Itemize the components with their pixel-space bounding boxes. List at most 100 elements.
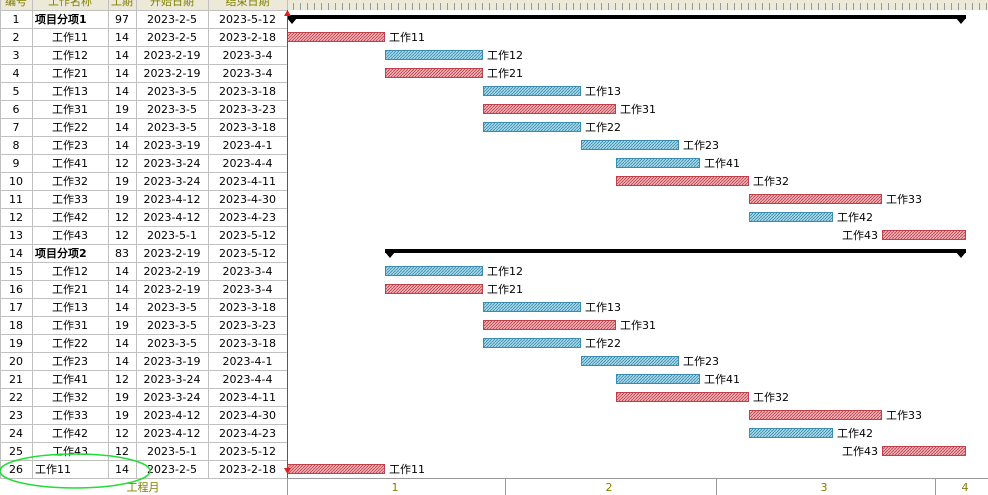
cell: 14	[115, 337, 129, 350]
task-bar	[385, 284, 483, 294]
cell: 14	[115, 301, 129, 314]
cell: 2023-2-18	[219, 31, 276, 44]
summary-bar	[385, 249, 966, 253]
cell: 2023-5-1	[147, 229, 197, 242]
cell: 19	[115, 175, 129, 188]
task-bar	[483, 338, 581, 348]
cell: 12	[115, 229, 129, 242]
cell: 2023-4-23	[219, 427, 276, 440]
task-bar	[749, 212, 833, 222]
cell: 2023-3-24	[144, 175, 201, 188]
task-label: 工作33	[886, 409, 922, 422]
cell: 2023-4-11	[219, 175, 276, 188]
cell: 2023-3-4	[223, 67, 273, 80]
cell: 14	[115, 283, 129, 296]
task-label: 工作32	[753, 391, 789, 404]
cell: 工作41	[52, 373, 88, 386]
cell: 19	[115, 409, 129, 422]
cell: 2023-3-5	[147, 301, 197, 314]
cell: 3	[13, 49, 20, 62]
task-label: 工作41	[704, 157, 740, 170]
task-bar	[483, 104, 616, 114]
task-bar	[385, 266, 483, 276]
cell: 83	[115, 247, 129, 260]
column-header: 编号	[5, 0, 27, 8]
column-header: 工期	[111, 0, 133, 8]
task-bar	[385, 50, 483, 60]
column-header: 开始日期	[150, 0, 194, 8]
cell: 19	[115, 103, 129, 116]
today-marker-top	[284, 10, 291, 16]
cell: 2023-3-18	[219, 85, 276, 98]
cell: 工作33	[52, 193, 88, 206]
cell: 10	[9, 175, 23, 188]
task-label: 工作22	[585, 121, 621, 134]
cell: 19	[9, 337, 23, 350]
task-label: 工作43	[842, 445, 878, 458]
cell: 2023-3-19	[144, 139, 201, 152]
cell: 14	[115, 31, 129, 44]
cell: 2023-5-12	[219, 445, 276, 458]
cell: 2023-4-12	[144, 409, 201, 422]
cell: 2023-3-5	[147, 121, 197, 134]
cell: 2023-4-12	[144, 193, 201, 206]
cell: 6	[13, 103, 20, 116]
cell: 2023-3-24	[144, 391, 201, 404]
cell: 2023-2-19	[144, 283, 201, 296]
cell: 13	[9, 229, 23, 242]
task-bar	[882, 446, 966, 456]
cell: 工作21	[52, 283, 88, 296]
task-bar	[749, 410, 882, 420]
cell: 2023-4-23	[219, 211, 276, 224]
cell: 21	[9, 373, 23, 386]
cell: 1	[13, 13, 20, 26]
cell: 23	[9, 409, 23, 422]
task-bar	[287, 32, 385, 42]
task-bar	[616, 374, 700, 384]
cell: 2023-3-4	[223, 265, 273, 278]
cell: 工作32	[52, 391, 88, 404]
cell: 项目分项2	[35, 246, 87, 260]
cell: 7	[13, 121, 20, 134]
summary-end	[956, 252, 966, 258]
cell: 14	[115, 121, 129, 134]
cell: 4	[13, 67, 20, 80]
today-marker-bottom	[284, 468, 291, 474]
cell: 25	[9, 445, 23, 458]
cell: 2023-4-1	[223, 355, 273, 368]
task-label: 工作32	[753, 175, 789, 188]
cell: 工作12	[52, 265, 88, 278]
cell: 15	[9, 265, 23, 278]
summary-end	[287, 18, 297, 24]
task-label: 工作43	[842, 229, 878, 242]
task-label: 工作41	[704, 373, 740, 386]
cell: 12	[115, 427, 129, 440]
cell: 17	[9, 301, 23, 314]
cell: 工作13	[52, 85, 88, 98]
cell: 14	[115, 139, 129, 152]
task-bar	[483, 122, 581, 132]
task-label: 工作33	[886, 193, 922, 206]
cell: 2023-2-19	[144, 265, 201, 278]
cell: 工作23	[52, 139, 88, 152]
task-label: 工作21	[487, 67, 523, 80]
cell: 2023-5-12	[219, 13, 276, 26]
cell: 14	[115, 463, 129, 476]
task-label: 工作13	[585, 85, 621, 98]
cell: 工作31	[52, 319, 88, 332]
cell: 2023-3-5	[147, 319, 197, 332]
cell: 2023-3-4	[223, 283, 273, 296]
cell: 工作33	[52, 409, 88, 422]
cell: 2023-4-4	[223, 373, 273, 386]
cell: 2023-5-12	[219, 247, 276, 260]
cell: 2023-2-19	[144, 67, 201, 80]
table-header-bg	[0, 0, 287, 10]
task-label: 工作11	[389, 463, 425, 476]
cell: 2023-4-1	[223, 139, 273, 152]
cell: 2023-5-12	[219, 229, 276, 242]
cell: 2023-2-5	[147, 13, 197, 26]
cell: 工作43	[52, 445, 88, 458]
summary-end	[385, 252, 395, 258]
cell: 工作12	[52, 49, 88, 62]
